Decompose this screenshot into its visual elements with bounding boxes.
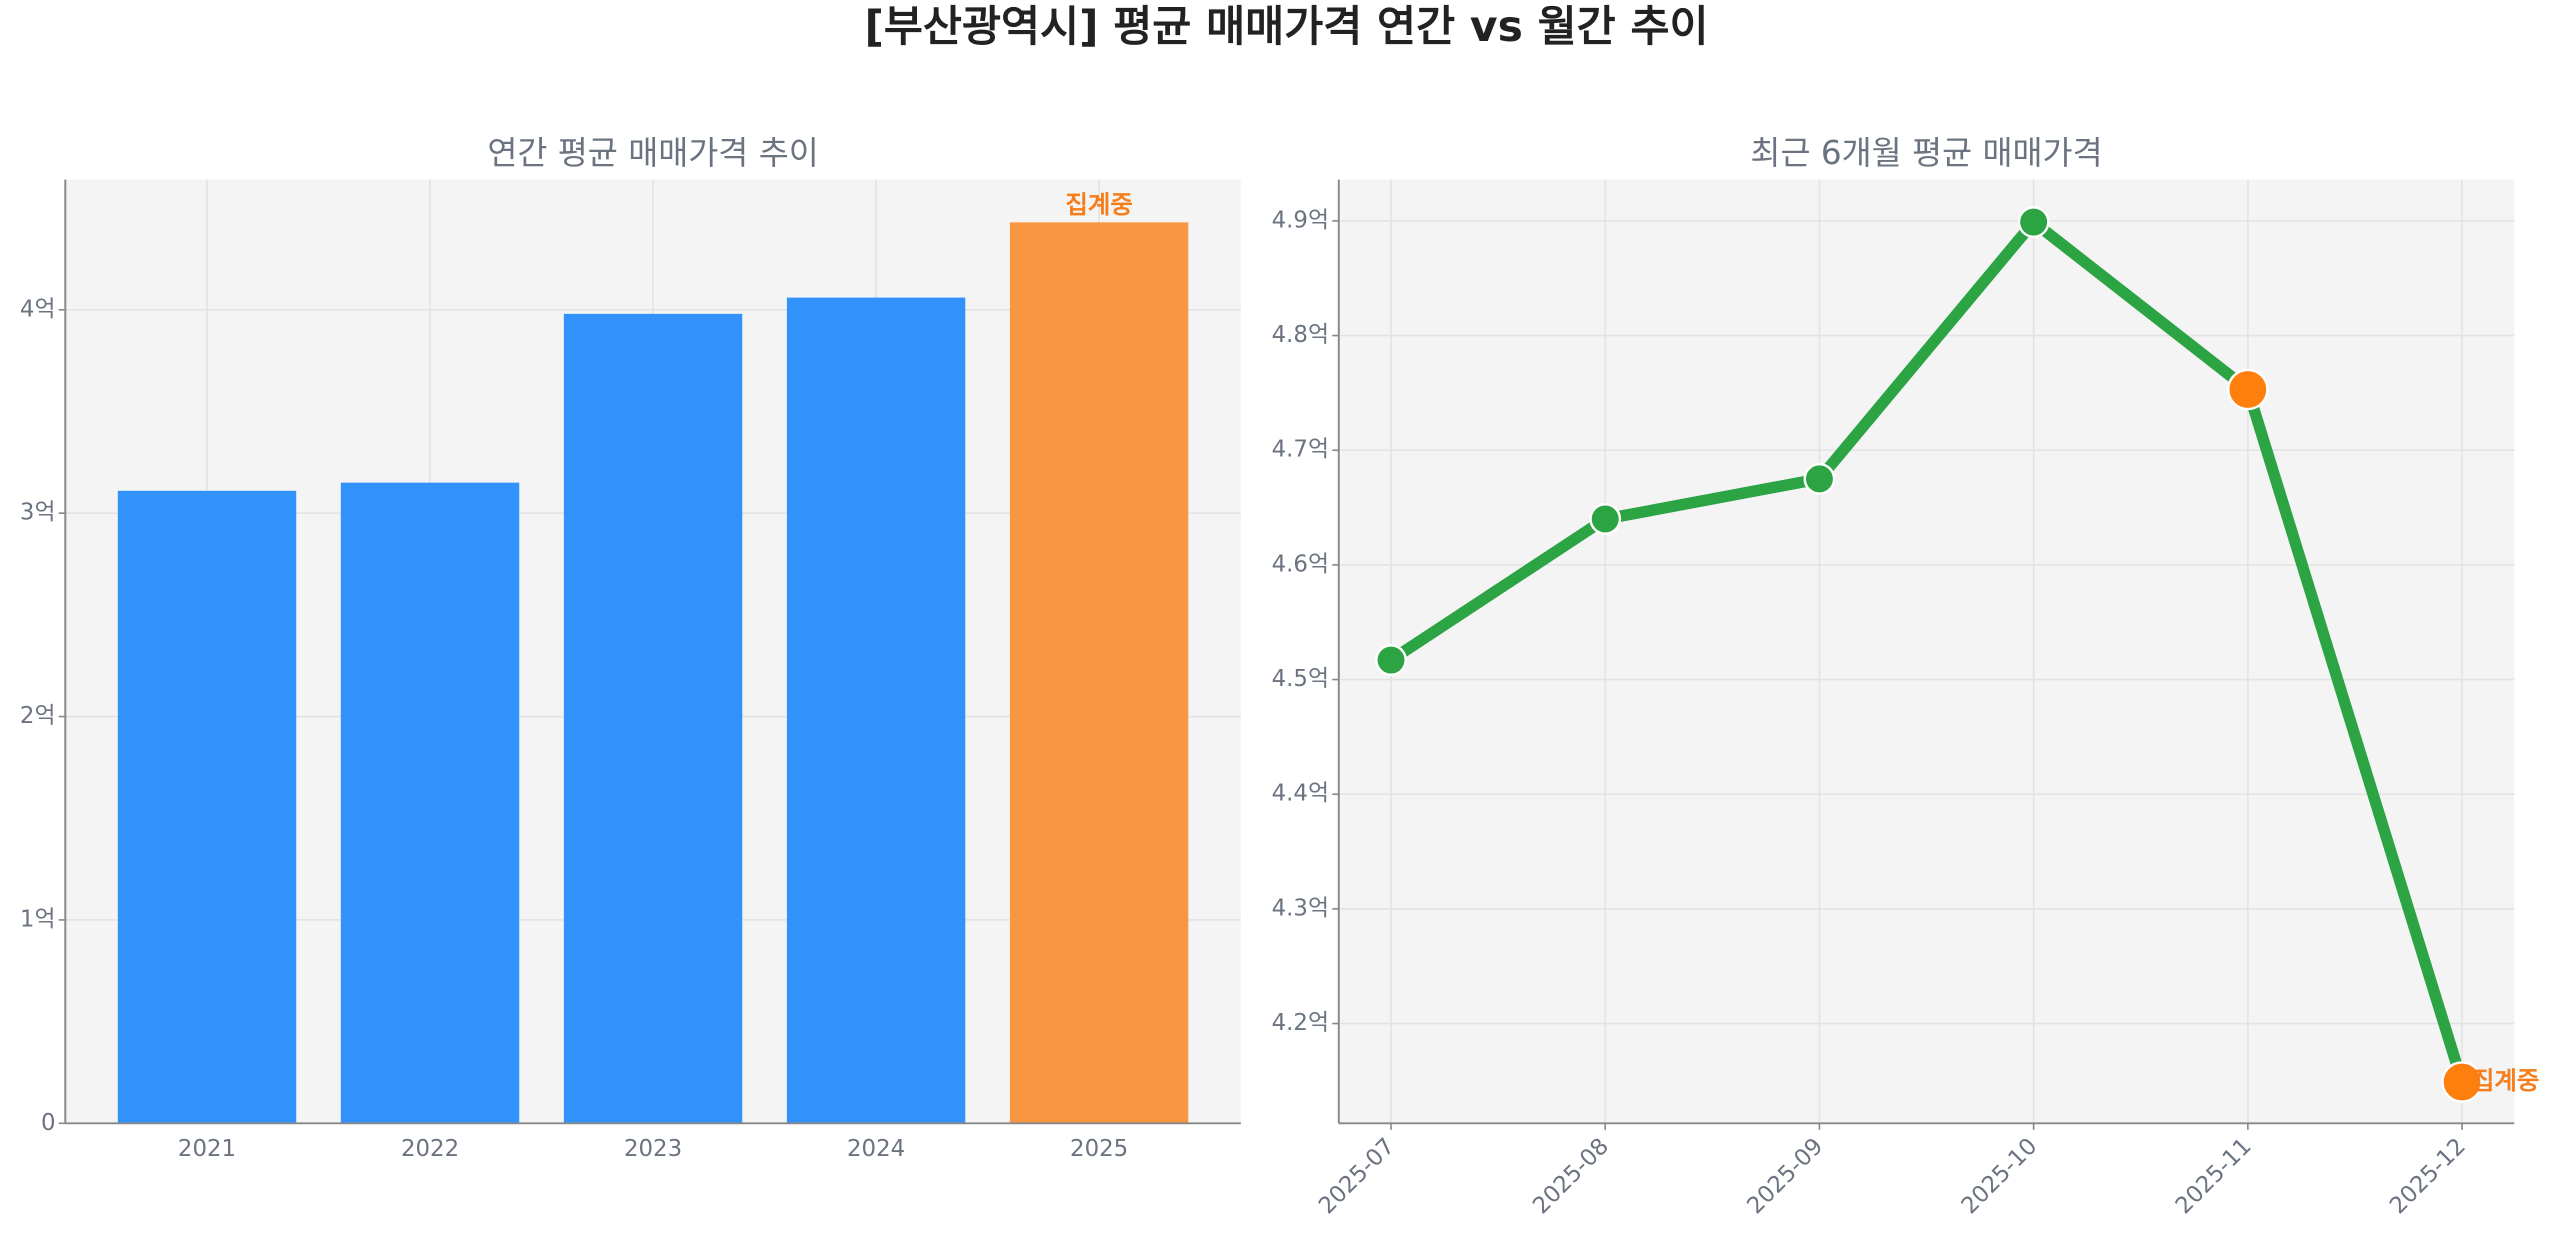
y-tick-label: 3억 <box>20 500 56 526</box>
y-tick-label: 4.3억 <box>1272 895 1329 921</box>
bar <box>340 482 520 1124</box>
line <box>1387 216 2468 1084</box>
x-tick-label: 2025-08 <box>1528 1133 1614 1219</box>
y-tick-label: 4.2억 <box>1272 1010 1329 1036</box>
y-tick-label: 4억 <box>20 296 56 322</box>
y-tick-label: 2억 <box>20 703 56 729</box>
x-tick-label: 2025-11 <box>2171 1133 2257 1219</box>
subplot-title: 연간 평균 매매가격 추이 <box>487 134 818 172</box>
bar <box>786 297 966 1124</box>
bar <box>117 490 297 1124</box>
y-tick-label: 4.5억 <box>1272 666 1329 692</box>
annotation: 집계중 <box>2472 1066 2540 1095</box>
x-tick-label: 2025-07 <box>1314 1133 1400 1219</box>
y-tick-label: 4.8억 <box>1272 322 1329 348</box>
y-tick-label: 4.6억 <box>1272 551 1329 577</box>
y-tick-label: 4.4억 <box>1272 781 1329 807</box>
subplot-title: 최근 6개월 평균 매매가격 <box>1750 134 2102 172</box>
page-title: [부산광역시] 평균 매매가격 연간 vs 월간 추이 <box>864 3 1708 52</box>
plot-background <box>1338 179 2515 1124</box>
x-tick-label: 2021 <box>178 1136 236 1162</box>
bar <box>1009 222 1189 1124</box>
x-tick-label: 2025-10 <box>1957 1133 2043 1219</box>
y-tick-label: 1억 <box>20 906 56 932</box>
marker <box>1803 462 1836 495</box>
marker <box>1589 503 1622 535</box>
y-tick-label: 4.7억 <box>1272 437 1329 463</box>
bar <box>563 313 743 1124</box>
marker <box>1375 644 1407 676</box>
y-tick-label: 4.9억 <box>1272 207 1329 233</box>
marker <box>2441 1061 2483 1103</box>
x-tick-label: 2023 <box>624 1136 682 1162</box>
y-tick-label: 0 <box>41 1110 56 1136</box>
x-tick-label: 2025-12 <box>2385 1133 2471 1219</box>
x-tick-label: 2024 <box>847 1136 905 1162</box>
marker <box>2227 368 2269 411</box>
annotation: 집계중 <box>1065 190 1133 219</box>
x-tick-label: 2025-09 <box>1742 1133 1828 1219</box>
x-tick-label: 2022 <box>401 1136 459 1162</box>
marker <box>2017 206 2050 238</box>
x-tick-label: 2025 <box>1070 1136 1128 1162</box>
